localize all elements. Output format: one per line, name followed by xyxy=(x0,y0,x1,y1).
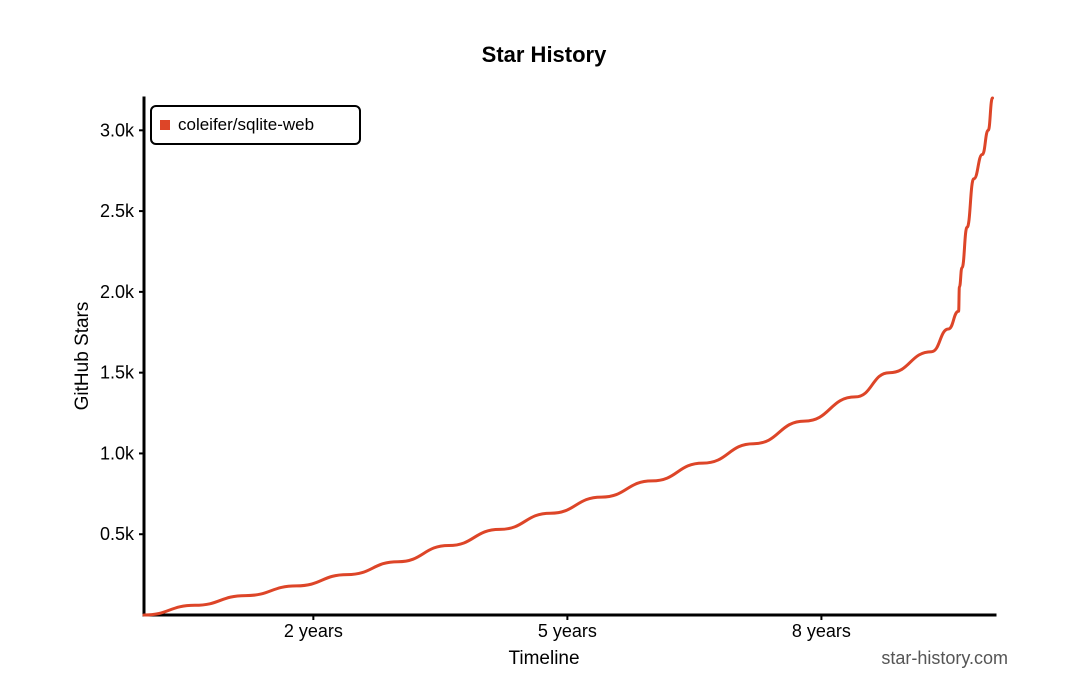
x-tick-label: 5 years xyxy=(538,621,597,641)
legend-label: coleifer/sqlite-web xyxy=(178,115,314,134)
watermark: star-history.com xyxy=(881,648,1008,668)
y-axis-ticks: 0.5k 1.0k 1.5k 2.0k 2.5k 3.0k xyxy=(100,120,144,544)
y-tick-label: 1.5k xyxy=(100,363,135,383)
y-tick-label: 1.0k xyxy=(100,443,135,463)
y-tick-label: 2.0k xyxy=(100,282,135,302)
y-axis-label: GitHub Stars xyxy=(72,302,93,411)
y-tick-label: 2.5k xyxy=(100,201,135,221)
x-axis-label: Timeline xyxy=(508,648,579,669)
series-lines xyxy=(142,96,994,617)
chart-legend: coleifer/sqlite-web xyxy=(150,105,361,145)
x-axis-ticks: 2 years 5 years 8 years xyxy=(284,615,851,641)
x-tick-label: 8 years xyxy=(792,621,851,641)
legend-box xyxy=(150,105,361,145)
legend-swatch xyxy=(160,120,170,130)
series-line-0 xyxy=(142,96,994,617)
chart-title: Star History xyxy=(482,42,607,67)
x-tick-label: 2 years xyxy=(284,621,343,641)
y-tick-label: 0.5k xyxy=(100,524,135,544)
y-tick-label: 3.0k xyxy=(100,120,135,140)
